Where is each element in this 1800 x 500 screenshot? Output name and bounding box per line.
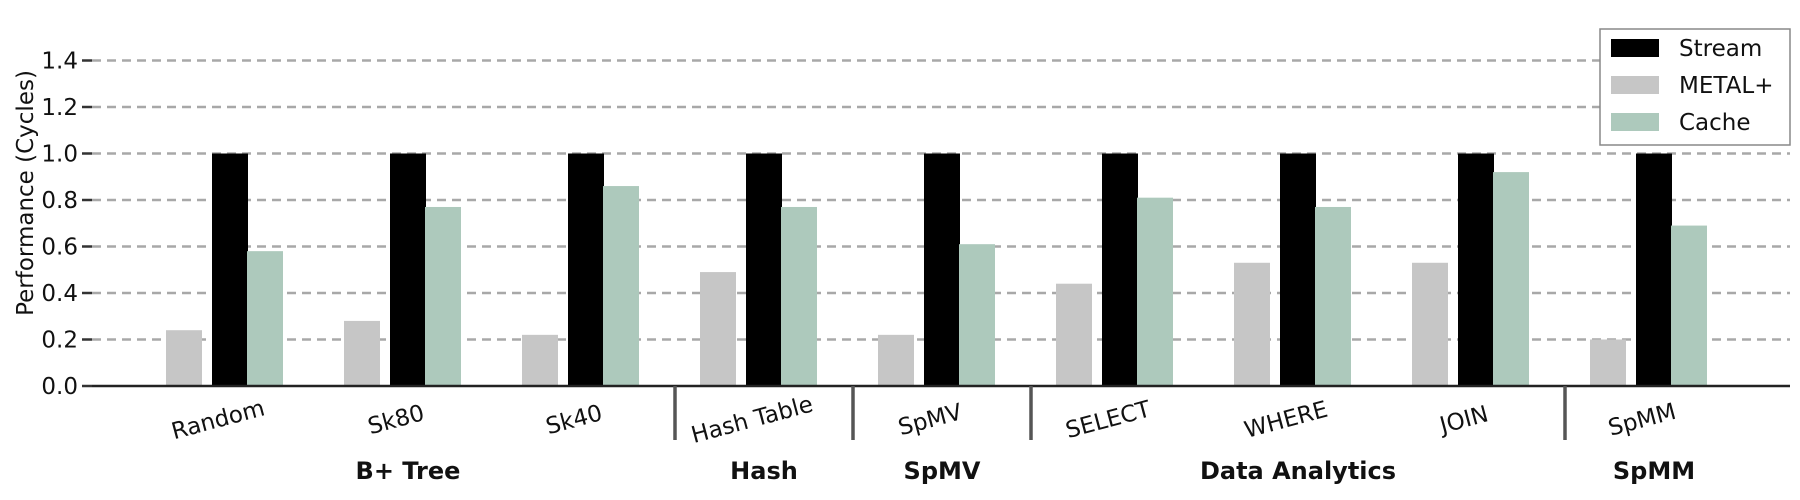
legend-swatch: [1611, 113, 1659, 131]
bar-metal--7: [1412, 262, 1448, 386]
legend-swatch: [1611, 76, 1659, 94]
bar-cache-8: [1671, 225, 1707, 386]
x-tick-label: Sk80: [365, 400, 427, 440]
bar-stream-0: [212, 153, 248, 386]
x-tick-labels: Random Sk80 Sk40 Hash Table SpMV SELECT WHERE J…: [169, 392, 1679, 449]
y-tick-label: 0.6: [41, 235, 78, 261]
y-axis-label: Performance (Cycles): [13, 70, 39, 316]
bar-cache-1: [425, 206, 461, 386]
y-tick-label: 1.0: [41, 142, 78, 168]
bar-cache-6: [1315, 206, 1351, 386]
y-tick-labels: 0.0 0.2 0.4 0.6 0.8 1.0 1.2 1.4: [41, 49, 78, 401]
bar-metal--0: [166, 330, 202, 386]
bar-metal--4: [878, 334, 914, 386]
bar-cache-7: [1493, 172, 1529, 386]
bars: [166, 153, 1707, 386]
legend: Stream METAL+ Cache: [1599, 28, 1791, 146]
x-tick-label: Hash Table: [689, 392, 816, 449]
group-label: B+ Tree: [356, 457, 461, 485]
bar-stream-1: [390, 153, 426, 386]
x-tick-label: SpMM: [1606, 399, 1679, 442]
y-tick-label: 0.0: [41, 374, 78, 400]
bar-metal--1: [344, 320, 380, 386]
axes: [82, 59, 1790, 388]
bar-cache-0: [247, 251, 283, 386]
bar-metal--5: [1056, 283, 1092, 386]
x-tick-label: Random: [169, 395, 268, 445]
y-tick-label: 1.4: [41, 49, 78, 75]
group-label: SpMV: [904, 457, 981, 485]
y-tick-label: 1.2: [41, 95, 78, 121]
bar-metal--8: [1590, 339, 1626, 386]
bar-cache-4: [959, 244, 995, 386]
bar-metal--3: [700, 272, 736, 386]
legend-entry: Stream: [1679, 36, 1762, 62]
group-labels: B+ Tree Hash SpMV Data Analytics SpMM: [356, 386, 1695, 485]
bar-stream-7: [1458, 153, 1494, 386]
group-label: Hash: [730, 457, 798, 485]
y-tick-label: 0.8: [41, 188, 78, 214]
bar-stream-3: [746, 153, 782, 386]
bar-stream-5: [1102, 153, 1138, 386]
group-label: SpMM: [1613, 457, 1695, 485]
bar-metal--6: [1234, 262, 1270, 386]
x-tick-label: SELECT: [1063, 396, 1154, 444]
bar-cache-2: [603, 186, 639, 386]
y-tick-label: 0.2: [41, 328, 78, 354]
y-tick-label: 0.4: [41, 281, 78, 307]
group-label: Data Analytics: [1200, 457, 1396, 485]
bar-metal--2: [522, 334, 558, 386]
bar-cache-3: [781, 206, 817, 386]
x-tick-label: Sk40: [543, 400, 605, 440]
x-tick-label: JOIN: [1435, 401, 1491, 439]
bar-stream-4: [924, 153, 960, 386]
bar-stream-6: [1280, 153, 1316, 386]
x-tick-label: WHERE: [1242, 397, 1331, 444]
bar-cache-5: [1137, 197, 1173, 386]
x-tick-label: SpMV: [896, 399, 966, 441]
legend-entry: METAL+: [1679, 73, 1773, 99]
bar-stream-8: [1636, 153, 1672, 386]
bar-stream-2: [568, 153, 604, 386]
legend-entry: Cache: [1679, 110, 1751, 136]
legend-swatch: [1611, 39, 1659, 57]
